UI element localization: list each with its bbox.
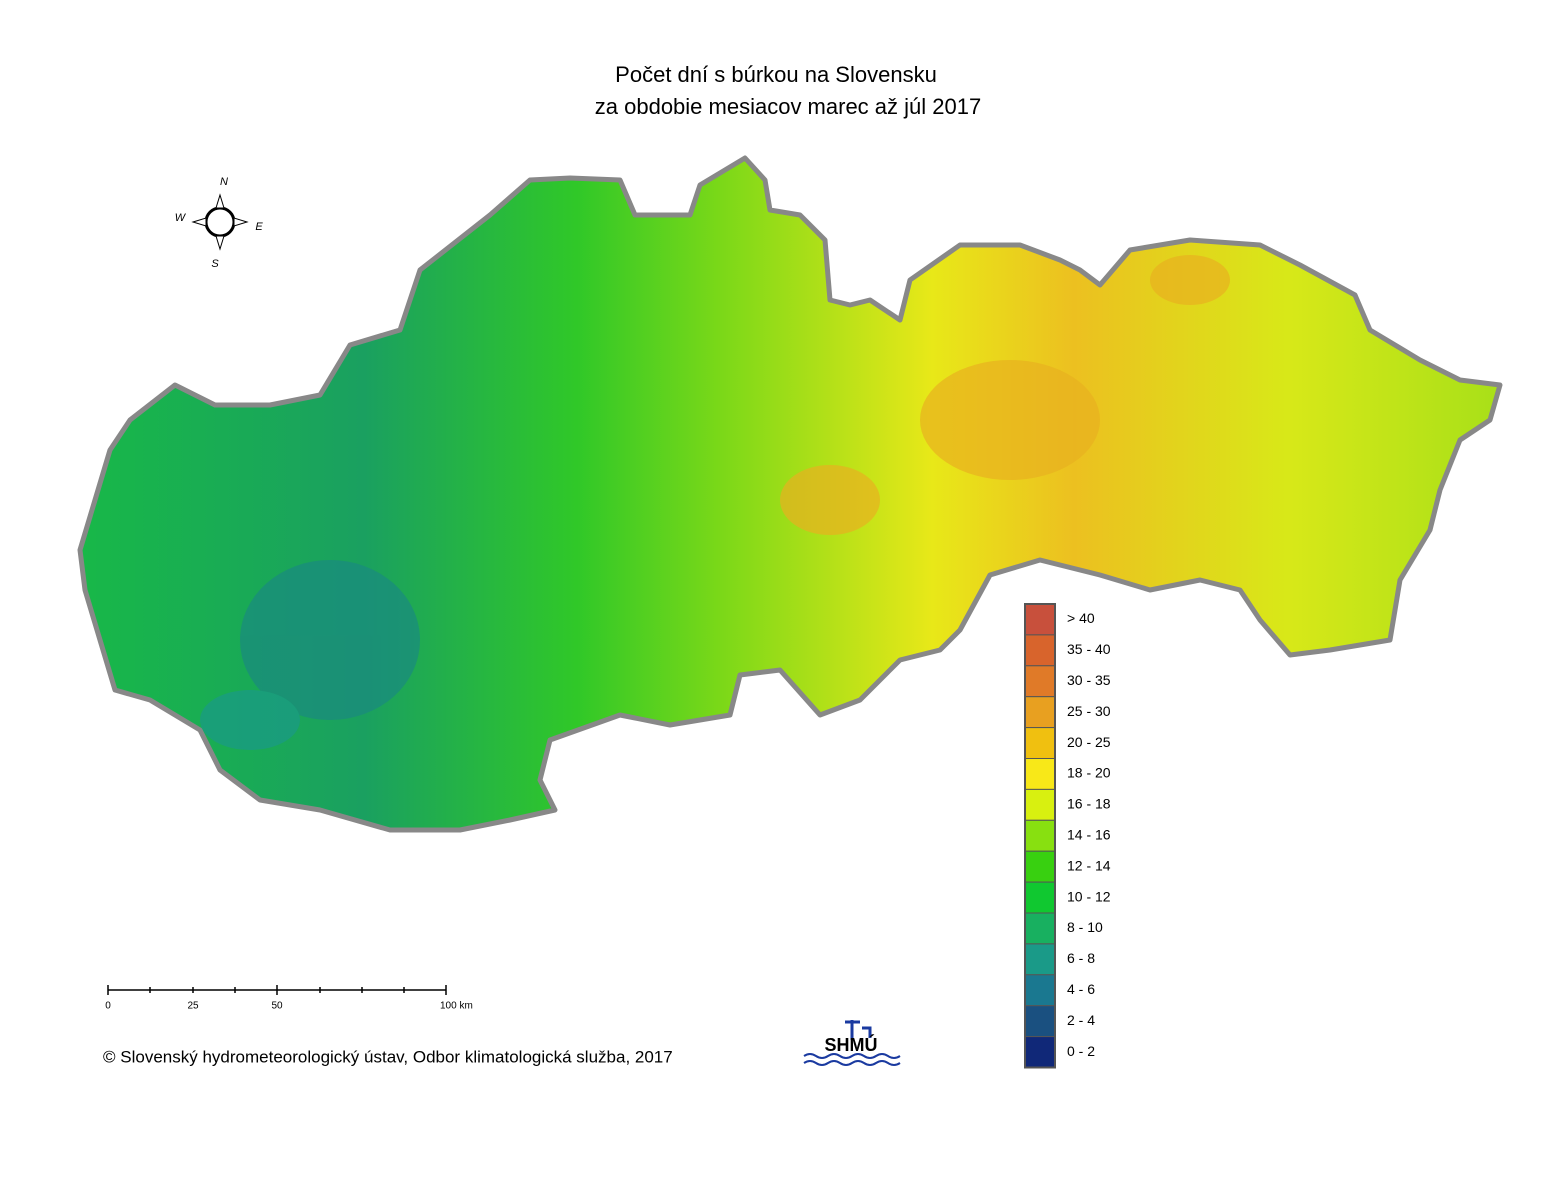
scale-bar [107, 985, 447, 995]
legend-swatch [1024, 634, 1056, 667]
compass-w: W [175, 212, 187, 224]
legend-swatch [1024, 727, 1056, 759]
legend-swatch [1024, 943, 1056, 976]
legend-swatch [1024, 974, 1056, 1007]
legend-swatch [1024, 850, 1056, 883]
legend-swatch [1024, 665, 1056, 698]
legend-label: 25 - 30 [1067, 703, 1111, 719]
legend-label: > 40 [1067, 610, 1095, 626]
legend-swatch [1024, 881, 1056, 914]
legend-label: 16 - 18 [1067, 796, 1111, 812]
legend-swatch [1024, 1036, 1056, 1068]
legend-label: 12 - 14 [1067, 857, 1111, 873]
legend-label: 20 - 25 [1067, 734, 1111, 750]
hotspots [200, 255, 1230, 750]
legend-swatch [1024, 1005, 1056, 1038]
legend-swatch [1024, 603, 1056, 636]
legend: > 40 35 - 40 30 - 35 25 - 30 20 - 25 18 - 20 1… [1024, 603, 1111, 1069]
title-line1: Počet dní s búrkou na Slovensku [615, 62, 937, 87]
compass [191, 193, 249, 251]
compass-n: N [220, 176, 228, 188]
legend-label: 6 - 8 [1067, 950, 1095, 966]
scale-label: 0 [105, 1001, 111, 1012]
scale-label: 25 [187, 1001, 199, 1012]
legend-label: 35 - 40 [1067, 641, 1111, 657]
legend-swatch [1024, 788, 1056, 821]
legend-label: 0 - 2 [1067, 1043, 1095, 1059]
logo-text: SHMÚ [825, 1034, 878, 1055]
compass-e: E [255, 221, 263, 233]
scale-labels: 0 25 50 100 km [105, 1001, 473, 1012]
legend-label: 4 - 6 [1067, 981, 1095, 997]
legend-swatch [1024, 912, 1056, 945]
scale-label: 50 [271, 1001, 283, 1012]
copyright: © Slovenský hydrometeorologický ústav, O… [103, 1047, 673, 1066]
legend-swatch [1024, 696, 1056, 729]
title-line2: za obdobie mesiacov marec až júl 2017 [595, 94, 981, 119]
legend-frame [1024, 603, 1056, 1069]
legend-label: 2 - 4 [1067, 1012, 1095, 1028]
legend-label: 10 - 12 [1067, 888, 1111, 904]
legend-label: 30 - 35 [1067, 672, 1111, 688]
legend-swatch [1024, 758, 1056, 790]
legend-label: 8 - 10 [1067, 919, 1103, 935]
scale-label: 100 km [440, 1001, 473, 1012]
logo: SHMÚ [803, 1020, 901, 1066]
legend-swatch [1024, 819, 1056, 852]
legend-label: 18 - 20 [1067, 765, 1111, 781]
compass-s: S [211, 258, 219, 270]
legend-label: 14 - 16 [1067, 826, 1111, 842]
